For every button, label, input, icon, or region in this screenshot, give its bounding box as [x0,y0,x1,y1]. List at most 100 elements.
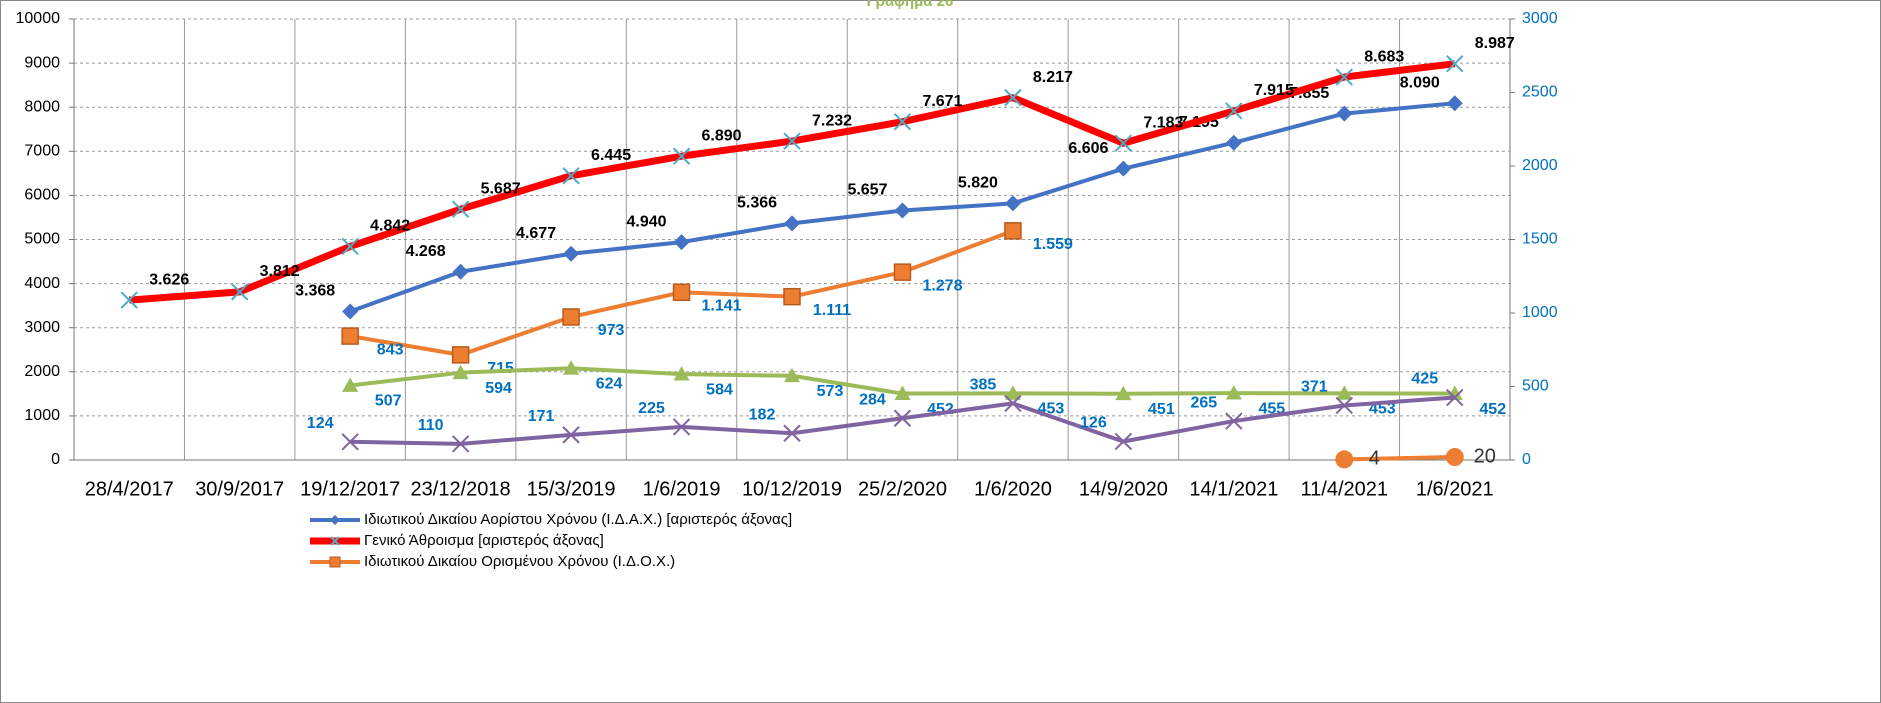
x-tick-label: 15/3/2019 [527,478,616,500]
x-tick-label: 1/6/2021 [1416,478,1494,500]
y-tick-label: 3000 [24,319,60,336]
marker [1336,385,1353,400]
data-label: 451 [1148,401,1175,418]
marker [1225,134,1242,151]
marker [1225,385,1242,400]
x-tick-label: 19/12/2017 [300,478,400,500]
data-label: 584 [706,381,733,398]
data-label: 573 [817,383,844,400]
legend-marker [330,515,340,525]
marker [1446,54,1464,73]
y2-tick-label: 1000 [1522,304,1558,321]
marker [1114,432,1133,451]
y2-tick-label: 0 [1522,451,1531,468]
marker [894,385,911,400]
legend-entry: Ιδιωτικού Δικαίου Αορίστου Χρόνου (Ι.Δ.Α… [310,511,792,528]
series-line [1344,455,1455,462]
y2-tick-label: 3000 [1522,10,1558,27]
series: 3.626 3.812 4.842 5.687 6.445 6.890 7.232 7.671… [120,35,1515,309]
marker [1115,385,1132,401]
legend-entry: Ιδιωτικού Δικαίου Ορισμένου Χρόνου (Ι.Δ.… [310,553,675,570]
marker [1225,102,1243,120]
data-label: 171 [528,408,555,425]
marker [451,200,470,218]
data-label: 7.671 [922,93,962,110]
series: 124 110 171 225 182 284 385 126 265 371 425 [307,371,1464,453]
marker [784,367,800,383]
marker [452,263,469,280]
data-label: 385 [970,377,997,394]
series: 3.368 4.268 4.677 4.940 5.366 5.657 5.820 6.606… [295,74,1463,320]
data-label: 594 [485,380,512,397]
y-tick-label: 4000 [24,275,60,292]
marker [672,283,691,302]
y-tick-label: 7000 [24,143,60,160]
data-label: 182 [749,406,776,423]
marker [341,433,359,451]
data-label: 624 [596,375,623,392]
data-label: 715 [487,360,514,377]
marker [1335,68,1354,86]
data-label: 7.232 [812,112,852,129]
x-tick-label: 1/6/2019 [643,478,721,500]
data-label: 4.677 [516,225,556,242]
marker [342,377,359,392]
legend-label: Ιδιωτικού Δικαίου Ορισμένου Χρόνου (Ι.Δ.… [364,553,675,570]
data-label: 7.915 [1254,82,1294,99]
marker [1004,195,1021,212]
marker [673,234,690,251]
y2-tick-label: 2000 [1522,157,1558,174]
marker [672,418,691,436]
data-label: 4 [1369,448,1380,470]
marker [341,237,359,256]
y-tick-label: 9000 [24,54,60,71]
marker [894,202,911,219]
y-tick-label: 5000 [24,231,60,248]
x-tick-label: 10/12/2019 [742,478,842,500]
marker [451,346,470,364]
data-label: 843 [377,341,404,358]
data-label: 225 [638,400,665,417]
x-tick-label: 1/6/2020 [974,478,1052,500]
data-label: 124 [307,415,334,432]
legend-label: Γενικό Άθροισμα [αριστερός άξονας] [364,532,604,549]
data-label: 3.626 [149,271,189,288]
data-label: 284 [859,391,886,408]
data-label: 5.687 [481,180,521,197]
marker [783,424,801,442]
y2-tick-label: 2500 [1522,84,1558,101]
marker [1446,388,1464,407]
marker [1004,385,1021,400]
data-label: 371 [1301,379,1328,396]
x-tick-label: 28/4/2017 [85,478,174,500]
marker [342,303,359,320]
data-label: 1.278 [922,277,962,294]
marker [1335,396,1354,415]
y-tick-label: 8000 [24,98,60,115]
data-label: 3.368 [295,283,335,300]
data-label: 8.217 [1033,69,1073,86]
legend-marker [329,556,341,568]
marker [451,435,470,453]
series: 4 20 [1335,445,1496,470]
y-tick-label: 0 [51,451,60,468]
marker [783,132,801,150]
marker [673,366,690,381]
marker [562,426,580,444]
data-label: 8.683 [1364,48,1404,65]
y-tick-label: 10000 [16,10,61,27]
marker [562,308,580,326]
x-tick-label: 11/4/2021 [1301,478,1389,500]
marker [562,167,580,185]
data-label: 20 [1474,445,1496,467]
data-label: 6.606 [1068,140,1108,157]
marker [1336,105,1353,122]
marker [1115,160,1132,177]
marker [893,263,912,281]
marker [893,409,912,427]
data-label: 7.183 [1143,114,1183,131]
data-label: 6.890 [702,127,742,144]
